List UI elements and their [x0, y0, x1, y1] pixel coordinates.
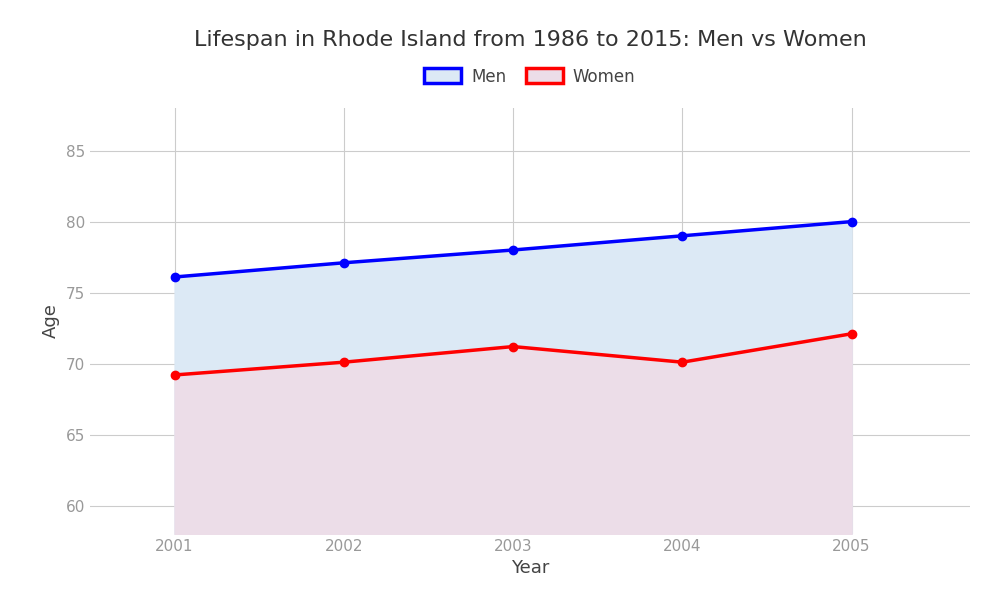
Legend: Men, Women: Men, Women	[418, 61, 642, 92]
Title: Lifespan in Rhode Island from 1986 to 2015: Men vs Women: Lifespan in Rhode Island from 1986 to 20…	[194, 29, 866, 49]
Y-axis label: Age: Age	[42, 304, 60, 338]
X-axis label: Year: Year	[511, 559, 549, 577]
